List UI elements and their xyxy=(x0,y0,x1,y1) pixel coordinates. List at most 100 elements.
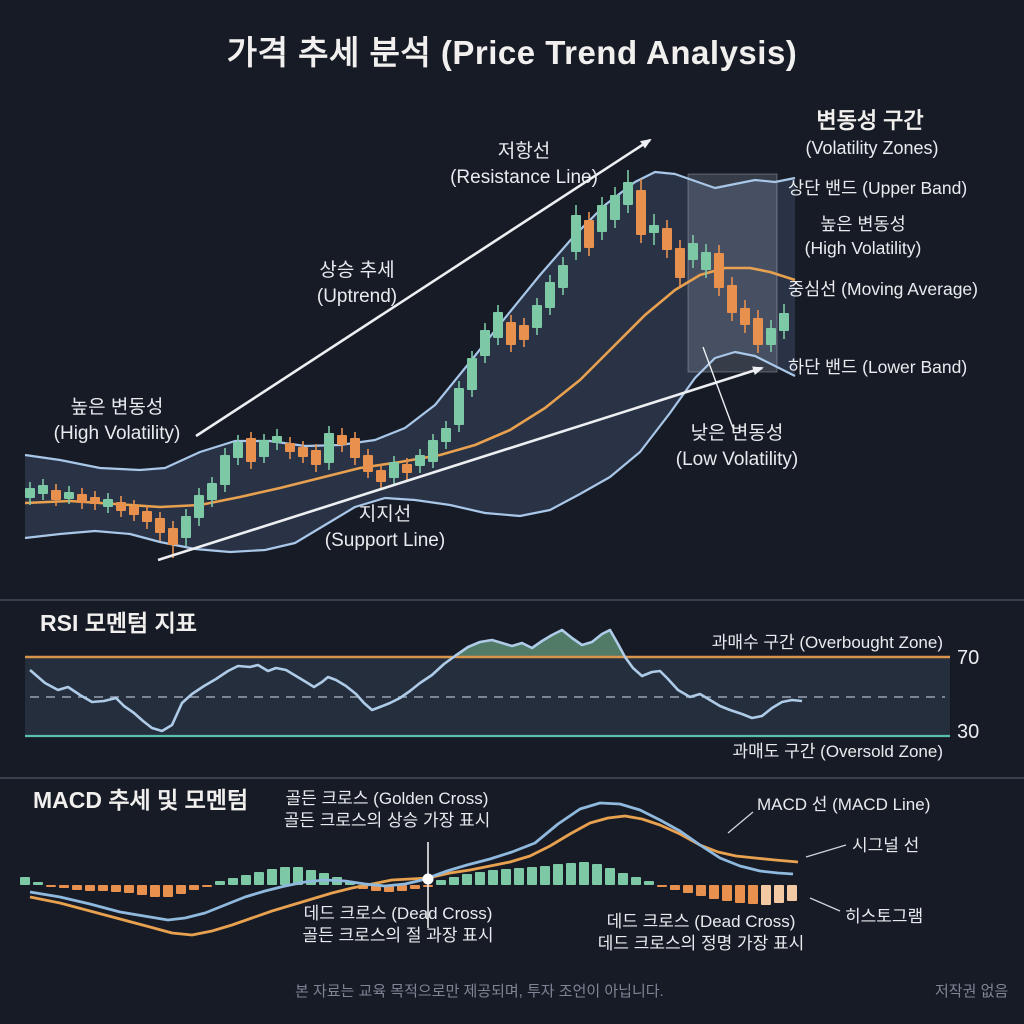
histogram-label: 히스토그램 xyxy=(845,907,924,926)
legend-high-volatility: 높은 변동성 (High Volatility) xyxy=(804,214,922,259)
candle xyxy=(324,433,334,463)
label-pointer-line xyxy=(809,897,841,912)
candle xyxy=(51,490,61,500)
candle xyxy=(688,243,698,260)
histogram-bar xyxy=(488,870,498,885)
histogram-bar xyxy=(514,868,524,885)
low-volatility-label: 낮은 변동성 (Low Volatility) xyxy=(675,423,799,471)
candle xyxy=(636,190,646,235)
histogram-bar xyxy=(787,885,797,901)
volatility-highlight-zone xyxy=(687,173,778,373)
histogram-bar xyxy=(397,885,407,891)
histogram-bar xyxy=(657,885,667,887)
candle xyxy=(233,442,243,458)
rsi-level-70: 70 xyxy=(957,647,980,669)
candle xyxy=(363,455,373,472)
candle xyxy=(480,330,490,356)
candle xyxy=(181,516,191,538)
macd-line-label: MACD 선 (MACD Line) xyxy=(757,795,931,814)
resistance-trend-line xyxy=(195,138,652,438)
candle xyxy=(701,252,711,270)
histogram-bar xyxy=(85,885,95,891)
histogram-bar xyxy=(20,877,30,885)
candle xyxy=(454,388,464,425)
golden-cross-dot xyxy=(422,873,434,885)
histogram-bar xyxy=(163,885,173,897)
candle xyxy=(597,205,607,232)
histogram-bar xyxy=(293,867,303,885)
candle xyxy=(64,492,74,499)
candle xyxy=(545,282,555,308)
candle xyxy=(298,447,308,457)
volatility-zones-subheading: (Volatility Zones) xyxy=(805,138,939,158)
histogram-bar xyxy=(176,885,186,894)
candle xyxy=(740,308,750,325)
overbought-fill xyxy=(30,630,802,657)
legend-upper-band: 상단 밴드 (Upper Band) xyxy=(788,178,968,198)
candle xyxy=(519,325,529,340)
candle xyxy=(350,438,360,458)
histogram-bar xyxy=(566,863,576,885)
candle xyxy=(77,494,87,503)
candle xyxy=(402,464,412,473)
legend-lower-band: 하단 밴드 (Lower Band) xyxy=(788,357,968,377)
macd-panel xyxy=(20,801,847,937)
histogram-bar xyxy=(449,877,459,885)
histogram-bar xyxy=(605,868,615,885)
candle xyxy=(207,483,217,500)
candle xyxy=(376,470,386,482)
low-volatility-pointer-line xyxy=(702,346,734,429)
support-line-label: 지지선 (Support Line) xyxy=(324,504,446,552)
signal-line xyxy=(29,814,799,937)
histogram-bar xyxy=(215,881,225,885)
histogram-bar xyxy=(72,885,82,890)
dead-cross-annotation-2: 데드 크로스 (Dead Cross) 데드 크로스의 정명 가장 표시 xyxy=(597,912,805,954)
candle xyxy=(467,358,477,390)
candle xyxy=(558,265,568,288)
histogram-bar xyxy=(631,877,641,885)
moving-average-line xyxy=(24,266,796,509)
histogram-bar xyxy=(748,885,758,904)
candle xyxy=(389,462,399,478)
candle xyxy=(116,502,126,511)
histogram-bar xyxy=(462,874,472,885)
candles xyxy=(25,170,789,558)
histogram-bar xyxy=(436,880,446,885)
candle xyxy=(727,285,737,313)
rsi-panel xyxy=(25,628,950,738)
candle xyxy=(168,528,178,545)
histogram-bar xyxy=(241,875,251,885)
candle xyxy=(662,228,672,250)
candle xyxy=(220,455,230,485)
bollinger-band-fill xyxy=(25,172,795,552)
histogram-bar xyxy=(527,867,537,885)
candle xyxy=(766,328,776,345)
histogram-bar xyxy=(683,885,693,893)
overbought-zone-label: 과매수 구간 (Overbought Zone) xyxy=(711,633,943,652)
rsi-panel-title: RSI 모멘텀 지표 xyxy=(40,610,197,636)
histogram-bar xyxy=(670,885,680,890)
histogram-bar xyxy=(735,885,745,903)
rsi-line xyxy=(29,628,803,733)
histogram-bar xyxy=(618,873,628,885)
histogram-bar xyxy=(111,885,121,892)
histogram-bar xyxy=(267,869,277,885)
histogram-bar xyxy=(592,864,602,885)
candle xyxy=(272,436,282,443)
candle xyxy=(753,318,763,345)
candle xyxy=(194,495,204,518)
candle xyxy=(103,499,113,507)
page-title: 가격 추세 분석 (Price Trend Analysis) xyxy=(226,34,798,71)
histogram-bar xyxy=(254,872,264,885)
histogram-bar xyxy=(579,862,589,885)
legend-center-line: 중심선 (Moving Average) xyxy=(788,279,978,299)
trend-lines xyxy=(157,138,764,562)
candle xyxy=(779,313,789,331)
histogram-bar xyxy=(709,885,719,899)
candle xyxy=(311,450,321,465)
label-pointer-line xyxy=(727,811,754,834)
candle xyxy=(610,195,620,220)
candle xyxy=(493,312,503,338)
histogram-bar xyxy=(228,878,238,885)
